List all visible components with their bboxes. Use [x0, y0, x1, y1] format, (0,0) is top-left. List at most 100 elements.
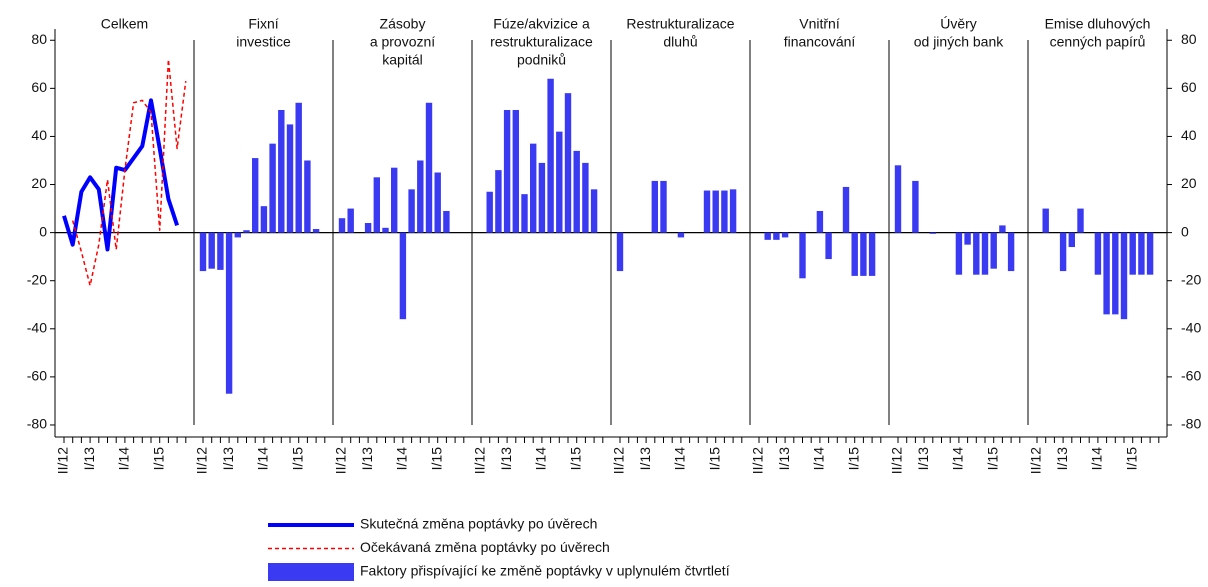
bar	[955, 232, 963, 275]
y-tick-label: 80	[31, 31, 47, 47]
bar	[364, 223, 372, 233]
x-tick-label: I/13	[637, 447, 653, 471]
bar	[295, 102, 302, 233]
bar	[729, 189, 737, 233]
x-tick-label: II/12	[194, 447, 210, 474]
x-tick-label: I/15	[706, 447, 722, 471]
bar	[1077, 208, 1084, 233]
y-tick-label: 60	[31, 79, 47, 95]
y-tick-label: -80	[27, 416, 47, 432]
bar	[538, 162, 546, 233]
bar	[781, 232, 789, 238]
bar	[347, 208, 354, 233]
x-tick-label: I/14	[255, 447, 271, 471]
bar	[990, 232, 997, 269]
bar	[721, 190, 728, 233]
bar	[912, 180, 919, 233]
bar	[1007, 232, 1015, 272]
bar	[660, 180, 667, 233]
panel-title: Emise dluhových	[1045, 16, 1151, 32]
bar	[278, 109, 285, 233]
y-tick-label: -20	[27, 271, 47, 287]
bar	[417, 160, 424, 233]
bar	[712, 190, 719, 233]
x-tick-label: I/13	[776, 447, 792, 471]
y2-tick-label: 20	[1181, 175, 1197, 191]
bar	[799, 232, 806, 279]
x-tick-label: I/14	[533, 447, 549, 471]
bar	[260, 206, 268, 233]
bar	[556, 131, 563, 233]
bar	[1146, 232, 1154, 275]
bar	[495, 170, 502, 233]
panel-title: restrukturalizace	[490, 34, 593, 50]
bar	[773, 232, 780, 240]
panel-title: Vnitřní	[799, 16, 840, 32]
bar	[512, 109, 519, 233]
bar	[816, 210, 824, 233]
x-tick-label: I/14	[672, 447, 688, 471]
bar	[373, 177, 380, 233]
bar	[677, 232, 685, 238]
panel-title: Úvěry	[940, 16, 977, 32]
bar	[860, 232, 867, 276]
bar	[564, 93, 572, 233]
y-tick-label: -40	[27, 320, 47, 336]
bar	[408, 189, 415, 233]
bar	[1068, 232, 1075, 248]
bar	[521, 194, 528, 233]
x-tick-label: I/13	[1054, 447, 1070, 471]
bar	[304, 160, 311, 233]
bar	[434, 172, 441, 233]
bar	[225, 232, 233, 394]
x-tick-label: I/15	[984, 447, 1000, 471]
bar	[269, 143, 276, 233]
bar	[1112, 232, 1119, 315]
y2-tick-label: 40	[1181, 127, 1197, 143]
bar	[530, 143, 537, 233]
bar	[547, 78, 554, 233]
legend-label: Faktory přispívající ke změně poptávky v…	[360, 563, 730, 579]
bar	[199, 232, 207, 272]
bar	[1103, 232, 1110, 315]
bar	[616, 232, 624, 272]
bar	[252, 158, 259, 233]
panel-title: dluhů	[663, 34, 697, 50]
bar	[382, 227, 389, 233]
bar	[894, 165, 902, 233]
bar	[929, 232, 936, 234]
bar	[764, 232, 771, 240]
bar	[1059, 232, 1067, 272]
legend-label: Očekávaná změna poptávky po úvěrech	[360, 539, 610, 555]
bar	[651, 180, 658, 233]
bar	[399, 232, 407, 320]
bar	[825, 232, 832, 260]
x-tick-label: I/14	[811, 447, 827, 471]
bar	[999, 225, 1006, 233]
legend-swatch	[268, 563, 354, 581]
bar	[1129, 232, 1136, 275]
y2-tick-label: 80	[1181, 31, 1197, 47]
x-tick-label: I/13	[915, 447, 931, 471]
x-tick-label: I/15	[289, 447, 305, 471]
y-tick-label: 40	[31, 127, 47, 143]
bar	[217, 232, 224, 270]
x-tick-label: I/14	[116, 447, 132, 471]
panel-title: podniků	[517, 52, 566, 68]
x-tick-label: I/14	[1089, 447, 1105, 471]
x-tick-label: I/13	[220, 447, 236, 471]
y2-tick-label: -40	[1181, 320, 1201, 336]
x-tick-label: II/12	[889, 447, 905, 474]
panel-title: Fixní	[248, 16, 278, 32]
y2-tick-label: 60	[1181, 79, 1197, 95]
x-tick-label: I/13	[359, 447, 375, 471]
panel-title: a provozní	[370, 34, 435, 50]
bar	[1042, 208, 1049, 233]
x-tick-label: I/13	[81, 447, 97, 471]
x-tick-label: I/15	[845, 447, 861, 471]
bar	[1094, 232, 1102, 275]
panel-title: od jiných bank	[914, 34, 1005, 50]
panel-title: Celkem	[101, 16, 148, 32]
panel-title: kapitál	[382, 52, 422, 68]
